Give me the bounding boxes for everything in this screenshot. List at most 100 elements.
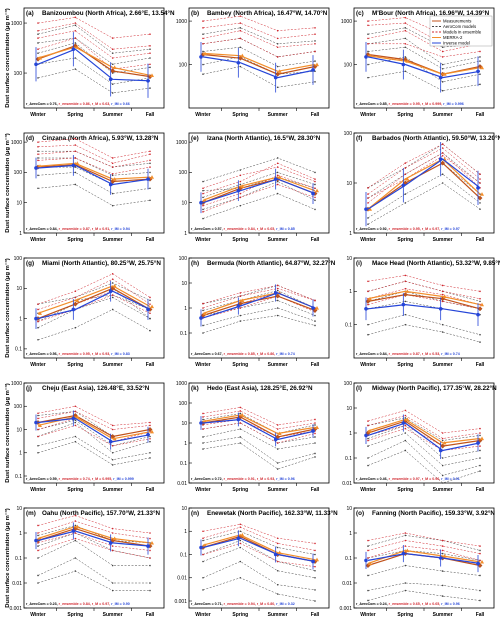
ensemble-model-point <box>239 37 242 40</box>
aerocom-model-point <box>202 50 204 53</box>
panel-label: (d) <box>26 135 34 142</box>
merra-2-point <box>150 540 154 545</box>
aerocom-model-point <box>404 27 407 29</box>
ensemble-model-point <box>37 153 39 155</box>
ensemble-model-line <box>368 43 481 58</box>
ensemble-model-line <box>37 532 151 551</box>
ensemble-model-line <box>202 410 316 430</box>
aerocom-model-line <box>202 66 316 88</box>
aerocom-model-line <box>367 152 481 199</box>
ensemble-model-point <box>202 530 204 533</box>
ensemble-model-point <box>276 56 279 58</box>
correlation-value: r_M = 0.999, <box>422 102 443 106</box>
measurements-line <box>367 162 481 210</box>
ensemble-model-point <box>149 312 151 315</box>
inverse-model-line <box>367 552 481 565</box>
aerocom-model-point <box>239 436 242 438</box>
ensemble-model-point <box>74 520 77 522</box>
aerocom-model-point <box>479 300 481 303</box>
ensemble-model-point <box>149 303 151 305</box>
x-tick-label: Spring <box>67 237 83 243</box>
inverse-model-point <box>236 188 241 193</box>
aerocom-model-line <box>37 25 151 54</box>
ensemble-model-line <box>202 163 316 194</box>
y-tick-label: 1 <box>349 289 352 295</box>
correlation-text: r_AeroCom = 0.59, r_ensemble = 0.74, r_M… <box>26 477 134 481</box>
correlation-value: r_M = 0.65, <box>257 227 276 231</box>
aerocom-model-point <box>441 63 444 66</box>
ensemble-model-point <box>239 15 242 17</box>
aerocom-model-point <box>202 448 204 450</box>
y-tick-label: 0.1 <box>15 556 22 562</box>
ensemble-model-point <box>404 274 407 277</box>
ensemble-model-point <box>202 192 204 195</box>
merra-2-point <box>150 175 154 179</box>
panel-title: Barbados (North Atlantic), 59.50°W, 13.2… <box>372 134 500 142</box>
correlation-value: r_ensemble = 0.95, <box>389 227 422 231</box>
aerocom-model-point <box>367 63 369 66</box>
aerocom-model-point <box>202 324 204 327</box>
ensemble-model-point <box>74 29 77 32</box>
merra-2-point <box>240 298 245 303</box>
measurements-line <box>367 420 481 447</box>
ensemble-model-point <box>239 174 242 177</box>
aerocom-model-line <box>37 557 150 584</box>
aerocom-model-line <box>367 565 481 576</box>
ensemble-model-point <box>202 537 204 540</box>
ensemble-model-point <box>441 437 444 440</box>
correlation-value: r_M = 0.65, <box>422 602 441 606</box>
ensemble-model-point <box>276 287 279 290</box>
inverse-model-point <box>273 177 278 181</box>
ensemble-model-point <box>404 532 407 534</box>
y-tick-label: 100 <box>179 256 188 262</box>
aerocom-model-point <box>37 326 39 329</box>
panel-label: (a) <box>26 10 34 17</box>
aerocom-model-point <box>276 171 279 174</box>
y-tick-label: 1 <box>349 431 352 437</box>
ensemble-model-point <box>314 549 316 552</box>
ensemble-model-point <box>404 29 407 32</box>
aerocom-model-point <box>202 436 204 438</box>
ensemble-model-point <box>276 29 279 32</box>
merra-2-point <box>405 177 410 181</box>
correlation-value: r_ensemble = 0.84, <box>59 602 92 606</box>
ensemble-model-point <box>276 424 279 426</box>
aerocom-model-point <box>202 33 204 35</box>
x-tick-label: Spring <box>67 612 83 618</box>
x-tick-label: Spring <box>397 362 413 368</box>
inverse-model-point <box>401 421 406 425</box>
aerocom-model-point <box>74 419 77 422</box>
measurements-point <box>440 160 446 166</box>
correlation-value: r_AeroCom = 0.92, <box>356 227 389 231</box>
inverse-model-point <box>199 545 203 550</box>
ensemble-model-point <box>314 43 316 45</box>
inverse-model-point <box>311 559 315 564</box>
aerocom-model-line <box>367 550 481 561</box>
merra-2-point <box>240 413 245 417</box>
x-tick-label: Winter <box>360 112 376 118</box>
correlation-value: r_AeroCom = 0.72, <box>191 477 224 481</box>
merra-2-point <box>368 207 372 211</box>
ensemble-model-point <box>404 424 407 427</box>
aerocom-model-point <box>404 582 407 584</box>
ensemble-model-point <box>37 549 39 552</box>
inverse-model-point <box>401 551 406 556</box>
aerocom-model-point <box>239 183 242 186</box>
aerocom-model-point <box>149 171 151 174</box>
y-tick-label: 1 <box>19 231 22 237</box>
ensemble-model-point <box>37 308 39 311</box>
x-tick-label: Summer <box>268 237 288 243</box>
x-tick-label: Summer <box>433 362 453 368</box>
ensemble-model-point <box>479 427 481 430</box>
merra-2-line <box>367 158 481 210</box>
ensemble-model-point <box>404 414 407 417</box>
aerocom-model-point <box>202 576 204 579</box>
aerocom-model-point <box>441 81 444 83</box>
merra-2-point <box>277 175 282 179</box>
panel-label: (h) <box>191 260 199 267</box>
aerocom-model-line <box>202 181 316 210</box>
ensemble-model-point <box>37 146 39 148</box>
ensemble-model-point <box>202 412 204 415</box>
y-tick-label: 1 <box>349 531 352 537</box>
aerocom-model-point <box>202 180 204 183</box>
